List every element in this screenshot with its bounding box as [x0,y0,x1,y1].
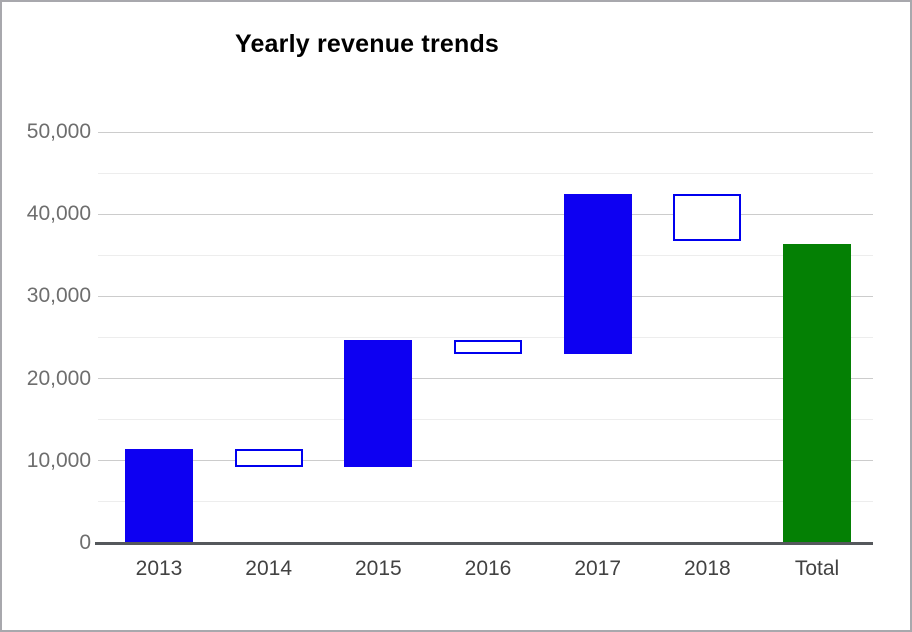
y-axis-tick-label-50000: 50,000 [26,120,91,143]
x-axis-baseline [95,541,873,545]
x-axis-label-2017: 2017 [574,557,622,580]
gridline-major [98,131,873,133]
gridline-major [98,460,873,462]
x-axis-label-2015: 2015 [354,557,402,580]
y-axis-tick-label-30000: 30,000 [26,284,91,308]
waterfall-bar-2013 [125,449,193,543]
gridline-minor [98,419,873,421]
x-axis-label-total: Total [794,557,840,580]
y-axis-tick-label-10000: 10,000 [26,448,91,472]
gridline-minor [98,254,873,256]
x-axis-label-2018: 2018 [683,557,731,580]
gridline-major [98,378,873,380]
x-axis-label-2016: 2016 [464,557,512,580]
waterfall-bar-2017 [563,194,632,354]
waterfall-bar-2014 [234,449,303,467]
gridline-major [98,295,873,297]
x-axis-label-2014: 2014 [245,557,293,580]
y-axis-tick-label-0: 0 [79,531,91,554]
waterfall-bar-2016 [454,339,522,354]
gridline-minor [98,172,873,174]
waterfall-bar-2018 [673,194,742,242]
waterfall-bar-total [783,243,852,543]
y-axis-tick-label-40000: 40,000 [26,202,91,226]
y-axis-tick-label-20000: 20,000 [26,366,91,390]
x-axis-label-2013: 2013 [135,557,183,580]
gridline-minor [98,337,873,338]
chart-title: Yearly revenue trends [234,30,500,58]
waterfall-bar-2015 [344,339,413,467]
gridline-minor [98,501,873,503]
gridline-major [98,213,873,215]
